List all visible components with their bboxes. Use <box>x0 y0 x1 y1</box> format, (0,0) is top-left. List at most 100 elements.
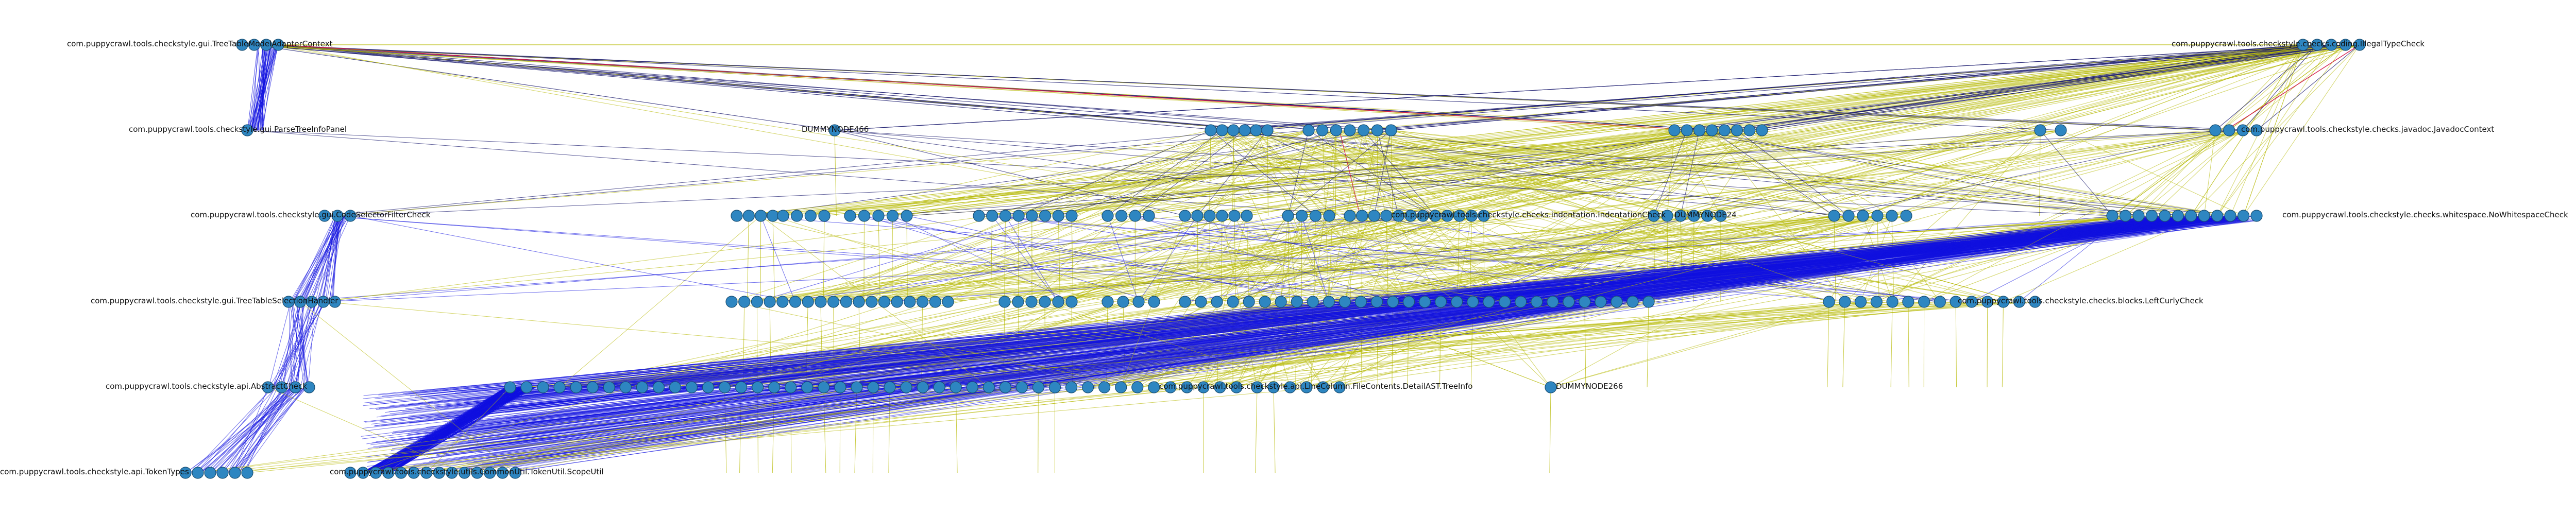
graph-node[interactable] <box>818 210 831 222</box>
graph-node[interactable] <box>2172 210 2184 222</box>
graph-node[interactable] <box>603 381 615 393</box>
graph-node[interactable] <box>982 381 995 393</box>
graph-node[interactable] <box>804 210 817 222</box>
graph-node[interactable] <box>586 381 599 393</box>
graph-node[interactable] <box>241 124 253 136</box>
graph-node[interactable] <box>318 210 331 222</box>
graph-node[interactable] <box>1934 296 1946 308</box>
graph-node[interactable] <box>1015 381 1028 393</box>
graph-node[interactable] <box>1380 210 1393 222</box>
graph-node[interactable] <box>420 467 433 479</box>
graph-node[interactable] <box>1197 381 1210 393</box>
graph-node[interactable] <box>1302 124 1315 136</box>
graph-node[interactable] <box>1205 124 1217 136</box>
graph-node[interactable] <box>1661 210 1673 222</box>
graph-node[interactable] <box>1098 381 1111 393</box>
graph-node[interactable] <box>702 381 715 393</box>
graph-node[interactable] <box>840 296 852 308</box>
graph-node[interactable] <box>844 210 856 222</box>
graph-node[interactable] <box>731 210 743 222</box>
graph-node[interactable] <box>1101 296 1114 308</box>
graph-node[interactable] <box>1900 210 1912 222</box>
graph-node[interactable] <box>248 39 260 51</box>
graph-node[interactable] <box>1626 296 1639 308</box>
graph-node[interactable] <box>520 381 533 393</box>
graph-node[interactable] <box>289 381 301 393</box>
graph-node[interactable] <box>1450 296 1463 308</box>
graph-node[interactable] <box>2119 210 2132 222</box>
graph-node[interactable] <box>777 210 789 222</box>
graph-node[interactable] <box>851 381 863 393</box>
graph-node[interactable] <box>1417 210 1429 222</box>
graph-node[interactable] <box>904 296 916 308</box>
graph-node[interactable] <box>179 467 192 479</box>
graph-node[interactable] <box>262 381 274 393</box>
graph-node[interactable] <box>2325 39 2337 51</box>
graph-node[interactable] <box>1227 296 1239 308</box>
graph-node[interactable] <box>1386 296 1399 308</box>
graph-node[interactable] <box>1282 210 1294 222</box>
graph-node[interactable] <box>767 210 779 222</box>
graph-node[interactable] <box>1164 381 1177 393</box>
graph-node[interactable] <box>764 296 776 308</box>
graph-node[interactable] <box>344 210 357 222</box>
graph-node[interactable] <box>1681 124 1693 136</box>
graph-node[interactable] <box>229 467 241 479</box>
graph-node[interactable] <box>1870 296 1883 308</box>
graph-node[interactable] <box>866 296 878 308</box>
graph-node[interactable] <box>1300 381 1313 393</box>
graph-node[interactable] <box>236 39 248 51</box>
graph-node[interactable] <box>1950 296 1962 308</box>
graph-node[interactable] <box>1267 381 1280 393</box>
graph-node[interactable] <box>1243 296 1255 308</box>
graph-node[interactable] <box>1701 210 1714 222</box>
graph-node[interactable] <box>853 296 865 308</box>
graph-node[interactable] <box>834 381 846 393</box>
graph-node[interactable] <box>2353 39 2366 51</box>
graph-node[interactable] <box>446 467 458 479</box>
graph-node[interactable] <box>636 381 648 393</box>
graph-node[interactable] <box>1132 296 1145 308</box>
graph-node[interactable] <box>900 381 912 393</box>
graph-node[interactable] <box>1886 296 1899 308</box>
graph-node[interactable] <box>878 296 891 308</box>
graph-node[interactable] <box>986 210 998 222</box>
graph-node[interactable] <box>433 467 445 479</box>
graph-node[interactable] <box>369 467 382 479</box>
graph-node[interactable] <box>2185 210 2197 222</box>
graph-node[interactable] <box>1065 296 1078 308</box>
graph-node[interactable] <box>1284 381 1296 393</box>
graph-node[interactable] <box>1756 124 1768 136</box>
graph-node[interactable] <box>204 467 216 479</box>
graph-node[interactable] <box>1317 381 1329 393</box>
graph-node[interactable] <box>1354 296 1367 308</box>
graph-node[interactable] <box>2132 210 2145 222</box>
graph-node[interactable] <box>1743 124 1756 136</box>
graph-node[interactable] <box>1404 210 1417 222</box>
graph-node[interactable] <box>1195 296 1207 308</box>
graph-node[interactable] <box>357 467 369 479</box>
graph-node[interactable] <box>916 296 929 308</box>
graph-node[interactable] <box>1323 296 1335 308</box>
graph-node[interactable] <box>1338 296 1351 308</box>
graph-node[interactable] <box>1467 296 1479 308</box>
graph-node[interactable] <box>1012 210 1025 222</box>
graph-node[interactable] <box>1227 124 1240 136</box>
graph-node[interactable] <box>2224 210 2236 222</box>
graph-node[interactable] <box>669 381 682 393</box>
graph-node[interactable] <box>1483 296 1495 308</box>
graph-node[interactable] <box>1371 124 1383 136</box>
graph-node[interactable] <box>2297 39 2309 51</box>
graph-node[interactable] <box>1291 296 1303 308</box>
graph-node[interactable] <box>999 210 1012 222</box>
graph-node[interactable] <box>884 381 896 393</box>
graph-node[interactable] <box>1886 210 1898 222</box>
graph-node[interactable] <box>1429 210 1442 222</box>
graph-node[interactable] <box>1026 210 1038 222</box>
graph-node[interactable] <box>1181 381 1193 393</box>
graph-node[interactable] <box>276 381 288 393</box>
graph-node[interactable] <box>1330 124 1342 136</box>
graph-node[interactable] <box>382 467 395 479</box>
graph-node[interactable] <box>1368 210 1380 222</box>
graph-node[interactable] <box>785 381 797 393</box>
